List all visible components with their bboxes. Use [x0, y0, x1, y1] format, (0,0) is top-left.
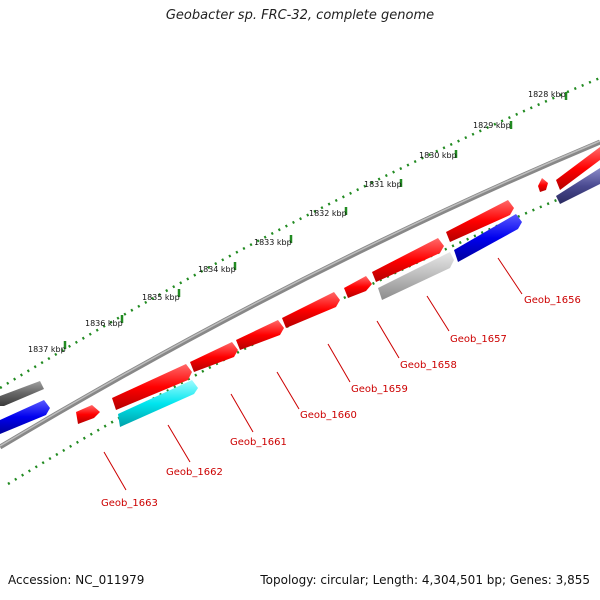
- gene-labels: Geob_1656 Geob_1657 Geob_1658 Geob_1659 Geob…: [101, 295, 581, 509]
- kbp-label: 1830 kbp: [419, 151, 457, 160]
- gene-feature-geob-1657: [372, 238, 444, 282]
- gene-feature-geob-1663: [76, 405, 100, 424]
- kbp-label: 1835 kbp: [142, 293, 180, 302]
- gene-feature-geob-1656: [446, 200, 514, 242]
- gene-feature-blue-left: [0, 400, 50, 434]
- kbp-label: 1831 kbp: [364, 180, 402, 189]
- kbp-major-ticks: [63, 92, 568, 349]
- gene-label: Geob_1657: [450, 334, 507, 345]
- gene-label: Geob_1658: [400, 360, 457, 371]
- genome-backbone: [0, 139, 600, 450]
- gene-feature-cyan: [118, 380, 198, 427]
- forward-strand-genes: [0, 147, 600, 424]
- gene-feature-blue-right: [454, 214, 522, 262]
- gene-feature-geob-1661: [190, 342, 238, 372]
- outer-tick-track: [0, 76, 600, 390]
- kbp-label: 1829 kbp: [473, 121, 511, 130]
- gene-feature-geob-1662: [112, 364, 192, 410]
- gene-label: Geob_1660: [300, 410, 357, 421]
- gene-feature-geob-1660: [236, 320, 284, 350]
- gene-feature-geob-1658: [344, 276, 372, 298]
- gene-label: Geob_1661: [230, 437, 287, 448]
- gene-feature-geob-1659: [282, 292, 340, 328]
- gene-label: Geob_1662: [166, 467, 223, 478]
- reverse-strand-genes: [0, 168, 600, 434]
- gene-feature-navy: [556, 168, 600, 204]
- gene-label: Geob_1663: [101, 498, 158, 509]
- kbp-label: 1832 kbp: [309, 209, 347, 218]
- kbp-label: 1836 kbp: [85, 319, 123, 328]
- genome-backbone-highlight: [0, 140, 600, 447]
- accession-text: Accession: NC_011979: [8, 573, 145, 587]
- kbp-label: 1833 kbp: [254, 238, 292, 247]
- kbp-label: 1837 kbp: [28, 345, 66, 354]
- kbp-label: 1834 kbp: [198, 265, 236, 274]
- kbp-label: 1828 kbp: [528, 90, 566, 99]
- gene-label: Geob_1659: [351, 384, 408, 395]
- map-title: Geobacter sp. FRC-32, complete genome: [165, 8, 435, 23]
- gene-feature-small-red: [538, 178, 548, 192]
- gene-label: Geob_1656: [524, 295, 581, 306]
- gene-label-leaders: [103, 257, 523, 491]
- gene-feature-gray-left: [0, 381, 44, 406]
- kbp-labels: 1828 kbp 1829 kbp 1830 kbp 1831 kbp 1832 kbp…: [28, 90, 566, 354]
- genome-summary-text: Topology: circular; Length: 4,304,501 bp…: [260, 573, 590, 587]
- gene-feature-right-red: [556, 147, 600, 190]
- gene-feature-lightgray: [378, 252, 454, 300]
